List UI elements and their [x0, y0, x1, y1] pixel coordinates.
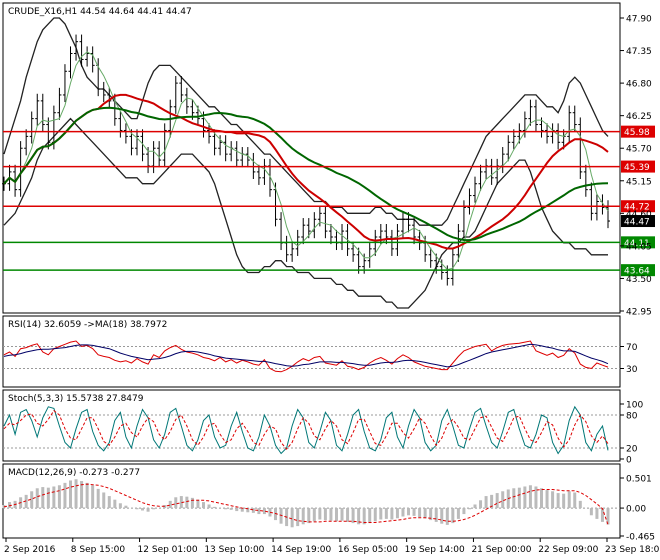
macd-tick--0.465: -0.465: [626, 533, 655, 543]
stoch-tick-20: 20: [626, 445, 638, 455]
level-label-44.11-box: [621, 236, 655, 249]
x-axis-label: 16 Sep 05:00: [338, 545, 398, 555]
rsi-layer: [3, 340, 620, 373]
stoch-tick-80: 80: [626, 412, 638, 422]
rsi-title: RSI(14) 32.6059 ->MA(18) 38.7972: [8, 320, 167, 330]
price-tick-44.05: 44.05: [626, 242, 652, 252]
level-label-45.39-box: [621, 160, 655, 173]
macd-title: MACD(12,26,9) -0.273 -0.277: [8, 468, 140, 478]
price-tick-46.80: 46.80: [626, 80, 652, 90]
rsi-tick-30: 30: [626, 365, 638, 375]
x-axis-label: 8 Sep 15:00: [71, 545, 126, 555]
macd-layer: [2, 479, 620, 528]
x-axis-label: 22 Sep 09:00: [538, 545, 598, 555]
ma-red-line: [3, 93, 609, 250]
current-price-label-box: [621, 215, 655, 228]
price-tick-46.25: 46.25: [626, 112, 652, 122]
price-layer: [2, 17, 620, 309]
ma-green-line: [3, 106, 609, 242]
stoch-tick-100: 100: [626, 401, 643, 411]
x-axis-label: 21 Sep 00:00: [471, 545, 531, 555]
rsi-panel: [2, 315, 621, 388]
bollinger-lower-line: [3, 117, 608, 309]
stoch-panel: [2, 389, 621, 462]
price-tick-45.15: 45.15: [626, 177, 652, 187]
stoch-title: Stoch(5,3,3) 15.5738 27.8479: [8, 394, 144, 404]
price-tick-43.50: 43.50: [626, 275, 652, 285]
macd-tick-0.00: 0.00: [626, 505, 646, 515]
level-label-45.39: 45.39: [624, 163, 650, 173]
current-price-label: 44.47: [624, 218, 650, 228]
stoch-main-line: [3, 405, 609, 455]
stoch-tick-0: 0: [626, 456, 632, 466]
price-tick-47.90: 47.90: [626, 15, 652, 25]
level-label-45.98-box: [621, 125, 655, 138]
price-tick-42.95: 42.95: [626, 308, 652, 318]
stoch-signal-line: [3, 409, 609, 450]
x-axis-label: 23 Sep 18:00: [605, 545, 660, 555]
level-label-45.98: 45.98: [624, 128, 650, 138]
level-label-44.11: 44.11: [624, 239, 650, 249]
x-axis-label: 19 Sep 14:00: [405, 545, 465, 555]
price-panel: [2, 2, 621, 314]
level-label-44.72-box: [621, 200, 655, 213]
y-axis-labels: 45.98 45.39 44.72 44.11 43.64 47.90 47.35 46.80…: [620, 15, 655, 543]
rsi-line: [3, 340, 609, 373]
x-axis-labels: 2 Sep 2016 8 Sep 15:00 12 Sep 01:00 13 Sep …: [4, 538, 660, 555]
x-axis-label: 13 Sep 10:00: [204, 545, 264, 555]
price-tick-47.35: 47.35: [626, 47, 652, 57]
level-label-43.64: 43.64: [624, 267, 650, 277]
x-axis-label: 12 Sep 01:00: [138, 545, 198, 555]
ma-fast-thin-line: [3, 51, 609, 271]
bollinger-upper-line: [3, 17, 609, 226]
x-axis-label: 2 Sep 2016: [4, 545, 56, 555]
stoch-layer: [3, 405, 620, 455]
macd-panel: [2, 463, 621, 539]
level-label-44.72: 44.72: [624, 203, 650, 213]
rsi-tick-70: 70: [626, 343, 638, 353]
price-tick-44.60: 44.60: [626, 210, 652, 220]
macd-tick-0.501: 0.501: [626, 475, 652, 485]
level-label-43.64-box: [621, 264, 655, 277]
rsi-ma-line: [3, 343, 609, 368]
x-axis-label: 14 Sep 19:00: [271, 545, 331, 555]
price-tick-45.70: 45.70: [626, 145, 652, 155]
price-chart-title: CRUDE_X16,H1 44.54 44.64 44.41 44.47: [8, 7, 192, 17]
macd-signal-line: [3, 483, 609, 525]
